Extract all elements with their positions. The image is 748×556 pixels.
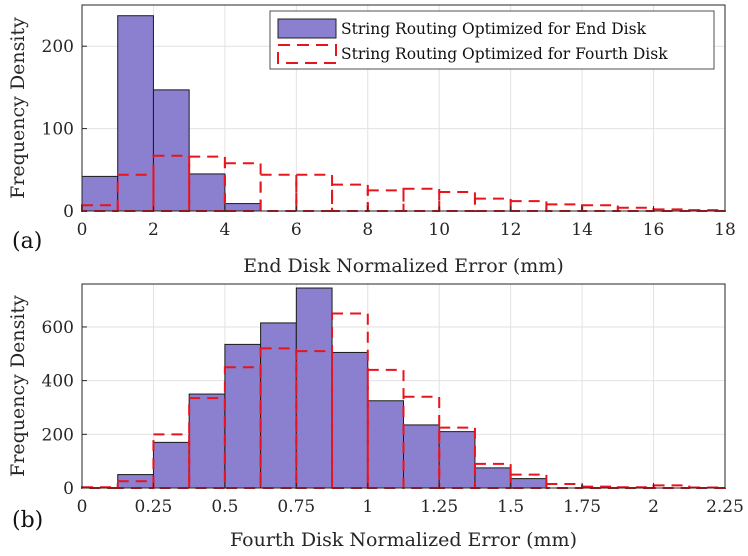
histogram-panel-a: 0 2 4 6 8 10 12 14 16 18 0 100 200 (a) End Disk Norm… [7, 4, 736, 277]
histogram-bar [188, 173, 226, 212]
x-axis-title-a: End Disk Normalized Error (mm) [243, 255, 563, 277]
histogram-bar [117, 15, 154, 212]
histogram-bar [224, 343, 262, 489]
y-tick-label: 200 [42, 37, 74, 57]
legend: String Routing Optimized for End Disk St… [269, 10, 715, 70]
ticks-b: 0 0.25 0.5 0.75 1 1.25 1.5 1.75 2 2.25 0 200 400 600 [42, 318, 744, 517]
x-tick-label: 1 [362, 497, 373, 517]
x-tick-label: 4 [219, 220, 230, 240]
ticks-a: 0 2 4 6 8 10 12 14 16 18 0 100 200 [42, 37, 736, 240]
legend-swatch-end-disk [277, 18, 337, 39]
x-tick-label: 0 [77, 220, 88, 240]
panel-label-a: (a) [12, 229, 42, 254]
histogram-bar [295, 287, 333, 489]
histogram-bar [152, 89, 190, 212]
x-tick-label: 1.5 [497, 497, 524, 517]
x-tick-label: 1.25 [420, 497, 458, 517]
dashed-histogram-bin [331, 312, 369, 489]
histogram-bar [224, 203, 262, 212]
histogram-panel-b: 0 0.25 0.5 0.75 1 1.25 1.5 1.75 2 2.250200400600 … [7, 283, 744, 551]
x-tick-label: 0.75 [277, 497, 315, 517]
histogram-bar [510, 478, 547, 489]
x-tick-label: 2 [148, 220, 159, 240]
legend-box [269, 10, 715, 70]
y-axis-title-a: Frequency Density [7, 17, 29, 199]
histogram-bar [438, 431, 476, 489]
bars-b [117, 287, 547, 489]
y-tick-label: 0 [63, 479, 74, 499]
x-tick-label: 14 [571, 220, 593, 240]
dashed-histogram-bin [509, 473, 548, 490]
x-tick-label: 0.5 [211, 497, 238, 517]
y-tick-label: 200 [42, 425, 74, 445]
legend-label-fourth-disk: String Routing Optimized for Fourth Disk [341, 45, 668, 63]
x-tick-label: 12 [500, 220, 522, 240]
panel-label-b: (b) [12, 508, 43, 533]
x-tick-label: 0 [77, 497, 88, 517]
histogram-bar [474, 467, 512, 489]
y-tick-label: 600 [42, 318, 74, 338]
x-axis-title-b: Fourth Disk Normalized Error (mm) [230, 529, 577, 551]
axes-frame-a [81, 4, 726, 212]
dashed-histogram-bin [259, 347, 298, 489]
x-tick-label: 0.25 [135, 497, 173, 517]
x-tick-label: 10 [428, 220, 450, 240]
histogram-bar [403, 424, 440, 489]
y-tick-label: 400 [42, 372, 74, 392]
legend-swatch-fourth-disk [277, 44, 337, 64]
y-tick-label: 100 [42, 120, 74, 140]
x-tick-label: 16 [643, 220, 665, 240]
dashed-histogram-bin [473, 197, 512, 212]
histogram-bar [331, 351, 369, 489]
histogram-bar [152, 441, 190, 489]
histogram-bar [260, 322, 297, 489]
histogram-bar [367, 400, 404, 489]
x-tick-label: 18 [714, 220, 736, 240]
x-tick-label: 8 [362, 220, 373, 240]
x-tick-label: 2 [648, 497, 659, 517]
y-axis-title-b: Frequency Density [7, 295, 29, 477]
y-tick-label: 0 [63, 202, 74, 222]
x-tick-label: 1.75 [563, 497, 601, 517]
axes-frame-b [81, 283, 726, 489]
legend-label-end-disk: String Routing Optimized for End Disk [341, 20, 647, 38]
x-tick-label: 2.25 [706, 497, 744, 517]
x-tick-label: 6 [291, 220, 302, 240]
histogram-bar [188, 393, 226, 489]
